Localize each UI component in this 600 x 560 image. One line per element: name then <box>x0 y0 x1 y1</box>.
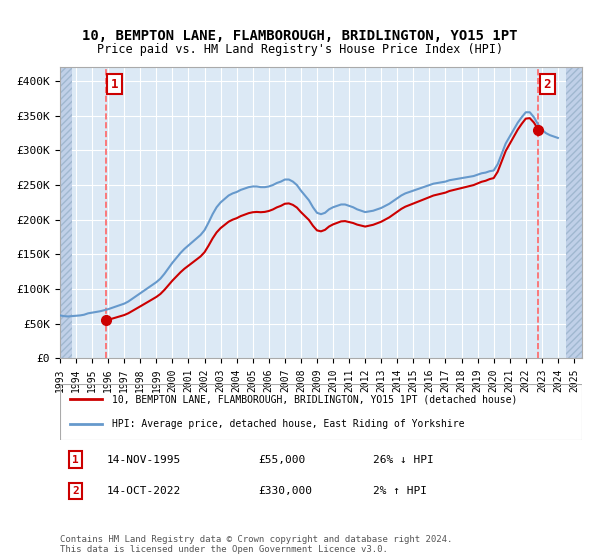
Text: Price paid vs. HM Land Registry's House Price Index (HPI): Price paid vs. HM Land Registry's House … <box>97 43 503 56</box>
Text: HPI: Average price, detached house, East Riding of Yorkshire: HPI: Average price, detached house, East… <box>112 419 465 429</box>
Text: 26% ↓ HPI: 26% ↓ HPI <box>373 455 434 465</box>
Text: £330,000: £330,000 <box>259 486 313 496</box>
Text: 14-NOV-1995: 14-NOV-1995 <box>107 455 181 465</box>
Text: 2: 2 <box>543 78 551 91</box>
Text: 14-OCT-2022: 14-OCT-2022 <box>107 486 181 496</box>
Text: 10, BEMPTON LANE, FLAMBOROUGH, BRIDLINGTON, YO15 1PT (detached house): 10, BEMPTON LANE, FLAMBOROUGH, BRIDLINGT… <box>112 394 518 404</box>
Text: 2% ↑ HPI: 2% ↑ HPI <box>373 486 427 496</box>
Text: Contains HM Land Registry data © Crown copyright and database right 2024.
This d: Contains HM Land Registry data © Crown c… <box>60 535 452 554</box>
Text: 10, BEMPTON LANE, FLAMBOROUGH, BRIDLINGTON, YO15 1PT: 10, BEMPTON LANE, FLAMBOROUGH, BRIDLINGT… <box>82 29 518 44</box>
Text: £55,000: £55,000 <box>259 455 305 465</box>
Bar <box>566 67 582 358</box>
Text: 1: 1 <box>72 455 79 465</box>
Text: 1: 1 <box>111 78 118 91</box>
Text: 2: 2 <box>72 486 79 496</box>
Bar <box>60 67 72 358</box>
